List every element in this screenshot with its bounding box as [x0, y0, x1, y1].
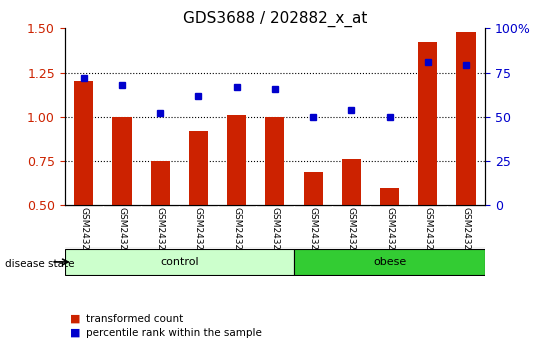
Bar	[342, 159, 361, 205]
Text: GSM243228: GSM243228	[423, 207, 432, 262]
Bar	[113, 117, 132, 205]
Text: GSM243215: GSM243215	[79, 207, 88, 262]
Bar	[265, 117, 285, 205]
Text: GSM243216: GSM243216	[118, 207, 127, 262]
Text: control: control	[160, 257, 199, 267]
Text: GSM243226: GSM243226	[347, 207, 356, 262]
Bar	[74, 81, 93, 205]
Text: GSM243219: GSM243219	[232, 207, 241, 262]
Text: obese: obese	[373, 257, 406, 267]
FancyBboxPatch shape	[65, 249, 294, 275]
Text: GSM243225: GSM243225	[309, 207, 317, 262]
Text: GSM243218: GSM243218	[194, 207, 203, 262]
Text: ■: ■	[70, 314, 80, 324]
Text: disease state: disease state	[5, 259, 75, 269]
Bar	[227, 115, 246, 205]
Text: GSM243227: GSM243227	[385, 207, 394, 262]
Title: GDS3688 / 202882_x_at: GDS3688 / 202882_x_at	[183, 11, 367, 27]
Text: percentile rank within the sample: percentile rank within the sample	[86, 328, 262, 338]
Bar	[457, 32, 475, 205]
Text: GSM243217: GSM243217	[156, 207, 165, 262]
FancyBboxPatch shape	[294, 249, 485, 275]
Bar	[418, 42, 437, 205]
Text: ■: ■	[70, 328, 80, 338]
Bar	[151, 161, 170, 205]
Text: transformed count: transformed count	[86, 314, 183, 324]
Bar	[303, 172, 323, 205]
Bar	[189, 131, 208, 205]
Text: GSM243220: GSM243220	[271, 207, 279, 262]
Bar	[380, 188, 399, 205]
Text: GSM243275: GSM243275	[461, 207, 471, 262]
